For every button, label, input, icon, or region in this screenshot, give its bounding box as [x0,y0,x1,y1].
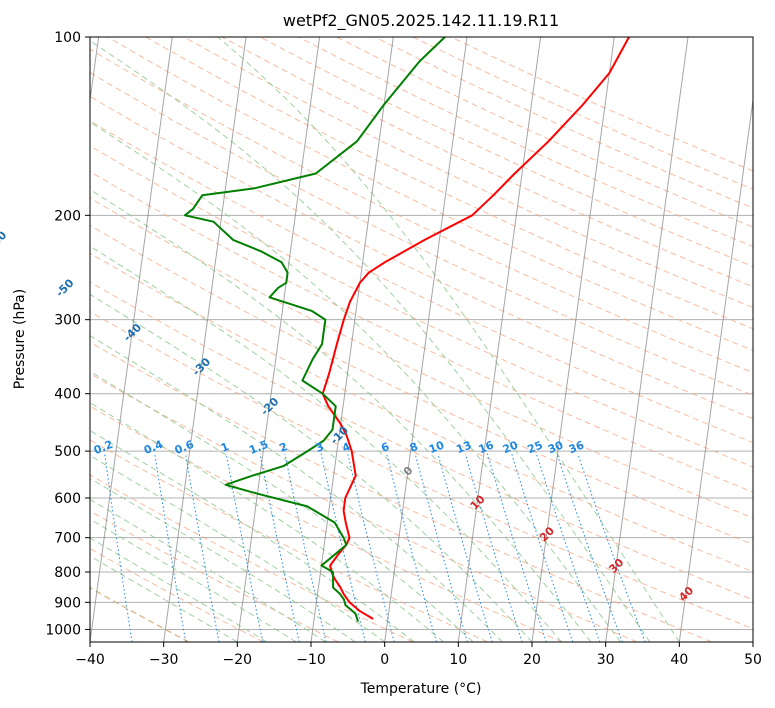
chart-title: wetPf2_GN05.2025.142.11.19.R11 [283,11,559,31]
mixing-ratio-line [437,453,493,642]
x-tick-label: 20 [523,652,541,668]
mixing-ratio-line [386,453,437,642]
moist-adiabat [90,518,297,642]
dry-adiabat [90,71,753,396]
dry-adiabat [90,197,753,519]
isotherm [457,37,542,642]
moist-adiabat [90,402,444,642]
x-tick-label: −10 [296,652,326,668]
dry-adiabat [221,37,753,288]
x-tick-label: −30 [149,652,179,668]
dry-adiabat [90,224,753,545]
mixing-ratio-label: 10 [427,438,446,456]
moist-adiabat [90,454,385,642]
y-tick-label: 300 [54,313,81,329]
dry-adiabat [90,310,753,630]
mixing-ratio-line [464,453,523,642]
plot-area [90,37,753,642]
moist-adiabat [90,245,562,642]
mixing-ratio-label: 2 [278,440,290,455]
mixing-ratio-line [347,453,395,642]
mixing-ratio-line [320,453,366,642]
dry-adiabat [90,548,264,642]
moist-adiabat [90,555,238,642]
mixing-ratio-label: 3 [314,440,326,455]
mixing-ratio-label: 8 [408,440,420,455]
dry-adiabat [107,37,753,352]
moist-adiabat [90,477,356,642]
y-tick-label: 400 [54,387,81,403]
axes: −40 −30 −20 −10 0 10 20 30 40 50 100 200 300 400 500 60… [45,30,762,668]
x-tick-label: 10 [449,652,467,668]
moist-adiabat [90,40,651,642]
moist-adiabat [90,335,503,642]
x-tick-label: 30 [597,652,615,668]
moist-adiabat [90,293,533,642]
mixing-ratio-line [556,453,623,642]
dry-adiabat [90,171,753,493]
y-tick-label: 100 [54,30,81,46]
y-tick-label: 700 [54,531,81,547]
isotherm [90,37,173,642]
mixing-ratio-line [185,453,220,642]
plot-frame [89,36,754,643]
mixing-ratio-label: 30 [546,438,565,456]
x-tick-label: 50 [744,652,762,668]
mixing-ratio-line [535,453,601,642]
moist-adiabat [90,188,592,642]
mixing-ratio-label: 20 [501,438,520,456]
moist-adiabat [217,37,680,642]
y-tick-label: 500 [54,444,81,460]
y-tick-label: 200 [54,208,81,224]
dry-adiabat [90,373,638,642]
dry-adiabat [90,439,488,642]
x-tick-label: −40 [75,652,105,668]
mixing-ratio-label: 25 [526,439,545,457]
y-axis-label: Pressure (hPa) [12,289,28,389]
mixing-ratio-line [511,453,574,642]
dry-adiabat [90,510,339,642]
dry-adiabat [90,281,753,601]
isotherm-label: -60 [0,228,10,251]
isotherm [531,37,615,642]
dewpoint-profile [183,37,446,622]
y-tick-label: 800 [54,565,81,581]
y-tick-label: 1000 [45,622,81,638]
isotherm [384,37,468,642]
x-axis-label: Temperature (°C) [360,681,482,697]
isotherm [605,37,689,642]
mixing-ratio-label: 1 [219,440,231,455]
isotherm [678,96,753,642]
x-tick-label: 0 [380,652,389,668]
moist-adiabat [90,121,621,642]
moist-adiabat [90,370,474,642]
x-tick-label: −20 [223,652,253,668]
mixing-ratio-line [284,453,327,642]
mixing-ratio-line [225,453,264,642]
isotherm [236,37,321,642]
mixing-ratio-label: 13 [454,439,473,457]
y-tick-label: 600 [54,491,81,507]
y-tick-label: 900 [54,595,81,611]
isotherm [310,37,394,642]
mixing-ratio-line [577,453,646,642]
dry-adiabat [145,37,753,330]
dry-adiabat [90,341,712,642]
mixing-ratio-line [414,453,468,642]
x-tick-label: 40 [670,652,688,668]
mixing-ratio-label: 36 [567,438,586,456]
moist-adiabat [90,537,268,642]
isotherm [163,37,247,642]
mixing-ratio-line [486,453,547,642]
mixing-ratio-label: 16 [477,438,496,456]
